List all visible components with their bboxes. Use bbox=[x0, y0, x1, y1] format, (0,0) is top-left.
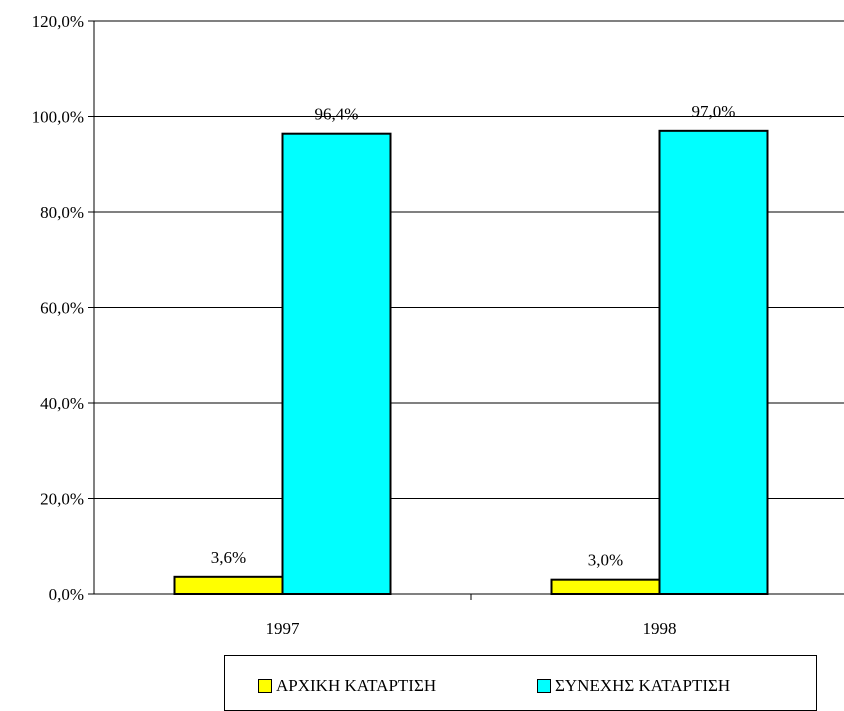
y-tick-label: 0,0% bbox=[49, 585, 84, 604]
x-tick-label: 1997 bbox=[266, 619, 301, 638]
y-tick-label: 80,0% bbox=[40, 203, 84, 222]
x-tick-label: 1998 bbox=[643, 619, 677, 638]
legend-swatch-continuing-training bbox=[537, 679, 551, 693]
legend-item-continuing-training: ΣΥΝΕΧΗΣ ΚΑΤΑΡΤΙΣΗ bbox=[537, 676, 730, 696]
bar-value-label: 3,0% bbox=[588, 551, 623, 570]
y-tick-label: 100,0% bbox=[32, 108, 84, 127]
legend-label-initial-training: ΑΡΧΙΚΗ ΚΑΤΑΡΤΙΣΗ bbox=[276, 676, 437, 695]
bar-value-label: 3,6% bbox=[211, 548, 246, 567]
legend-label-continuing-training: ΣΥΝΕΧΗΣ ΚΑΤΑΡΤΙΣΗ bbox=[555, 676, 731, 695]
bar bbox=[173, 575, 284, 595]
legend-swatch-initial-training bbox=[258, 679, 272, 693]
y-axis-ticks: 0,0% 20,0% 40,0% 60,0% 80,0% 100,0% 120,0% bbox=[32, 12, 94, 604]
bar bbox=[658, 129, 769, 595]
y-tick-label: 120,0% bbox=[32, 12, 84, 31]
y-tick-label: 60,0% bbox=[40, 299, 84, 318]
x-axis-ticks: 1997 1998 bbox=[266, 594, 677, 638]
y-tick-label: 40,0% bbox=[40, 394, 84, 413]
bar-value-label: 96,4% bbox=[315, 105, 359, 124]
bar-value-label: 97,0% bbox=[692, 102, 736, 121]
bar bbox=[550, 578, 661, 595]
bar-labels: 3,6% 96,4% 3,0% 97,0% bbox=[211, 102, 736, 570]
legend: ΑΡΧΙΚΗ ΚΑΤΑΡΤΙΣΗ ΣΥΝΕΧΗΣ ΚΑΤΑΡΤΙΣΗ bbox=[224, 655, 817, 711]
bar bbox=[281, 132, 392, 595]
legend-item-initial-training: ΑΡΧΙΚΗ ΚΑΤΑΡΤΙΣΗ bbox=[258, 676, 436, 696]
y-tick-label: 20,0% bbox=[40, 490, 84, 509]
bars bbox=[173, 129, 769, 595]
